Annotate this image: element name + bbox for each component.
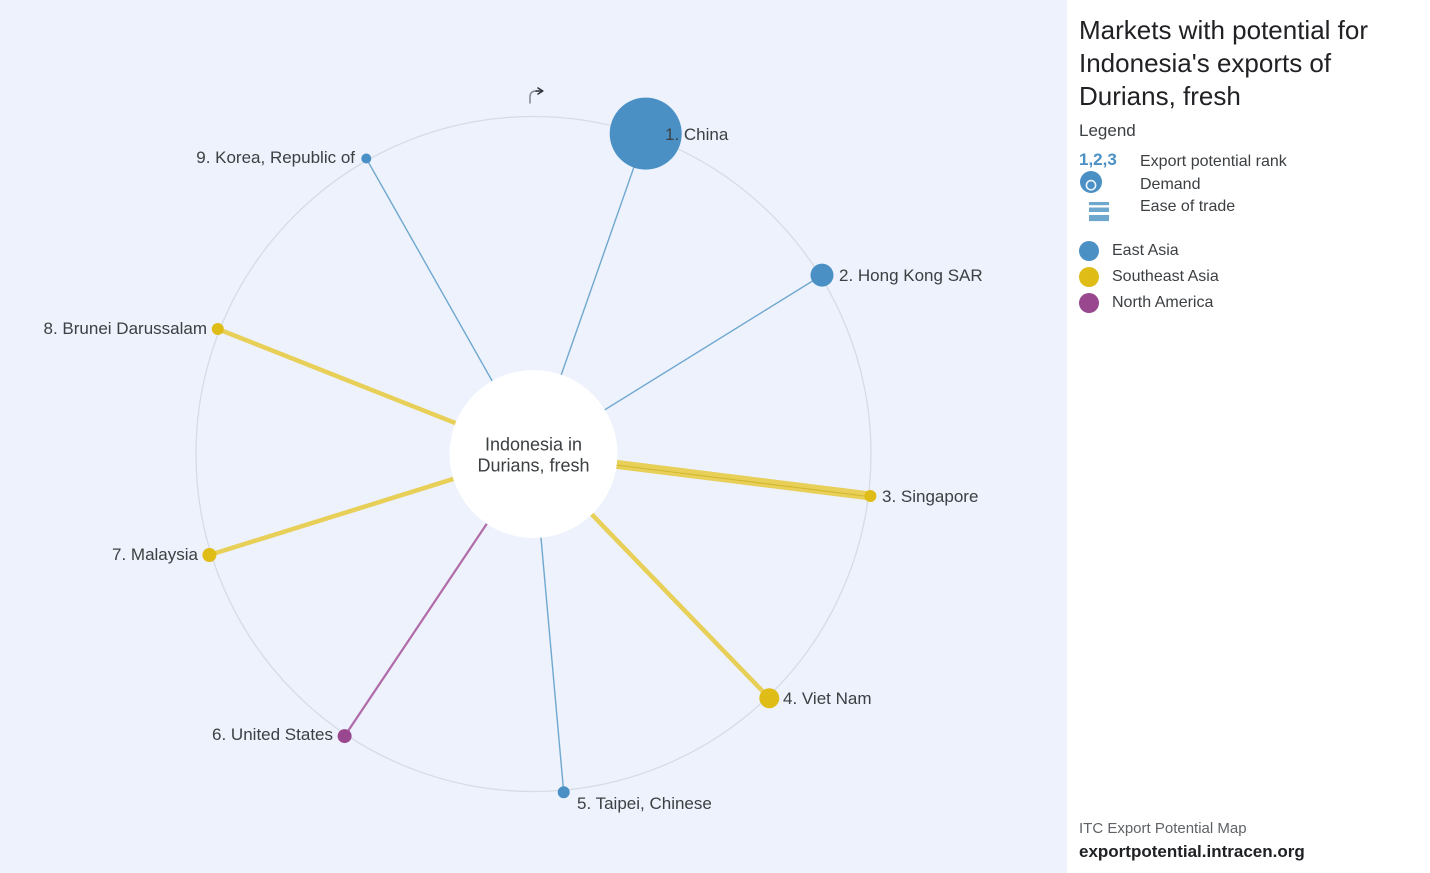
svg-text:1. China: 1. China [665, 125, 729, 144]
svg-text:Indonesia in: Indonesia in [485, 435, 582, 455]
svg-text:6. United States: 6. United States [212, 725, 333, 744]
svg-text:5. Taipei, Chinese: 5. Taipei, Chinese [577, 794, 712, 813]
svg-text:2. Hong Kong SAR: 2. Hong Kong SAR [839, 266, 983, 285]
svg-text:3. Singapore: 3. Singapore [882, 487, 978, 506]
svg-text:4. Viet Nam: 4. Viet Nam [783, 689, 872, 708]
svg-text:9. Korea, Republic of: 9. Korea, Republic of [196, 148, 355, 167]
svg-text:Durians, fresh: Durians, fresh [477, 456, 589, 476]
svg-text:7. Malaysia: 7. Malaysia [112, 545, 199, 564]
svg-text:8. Brunei Darussalam: 8. Brunei Darussalam [44, 319, 207, 338]
